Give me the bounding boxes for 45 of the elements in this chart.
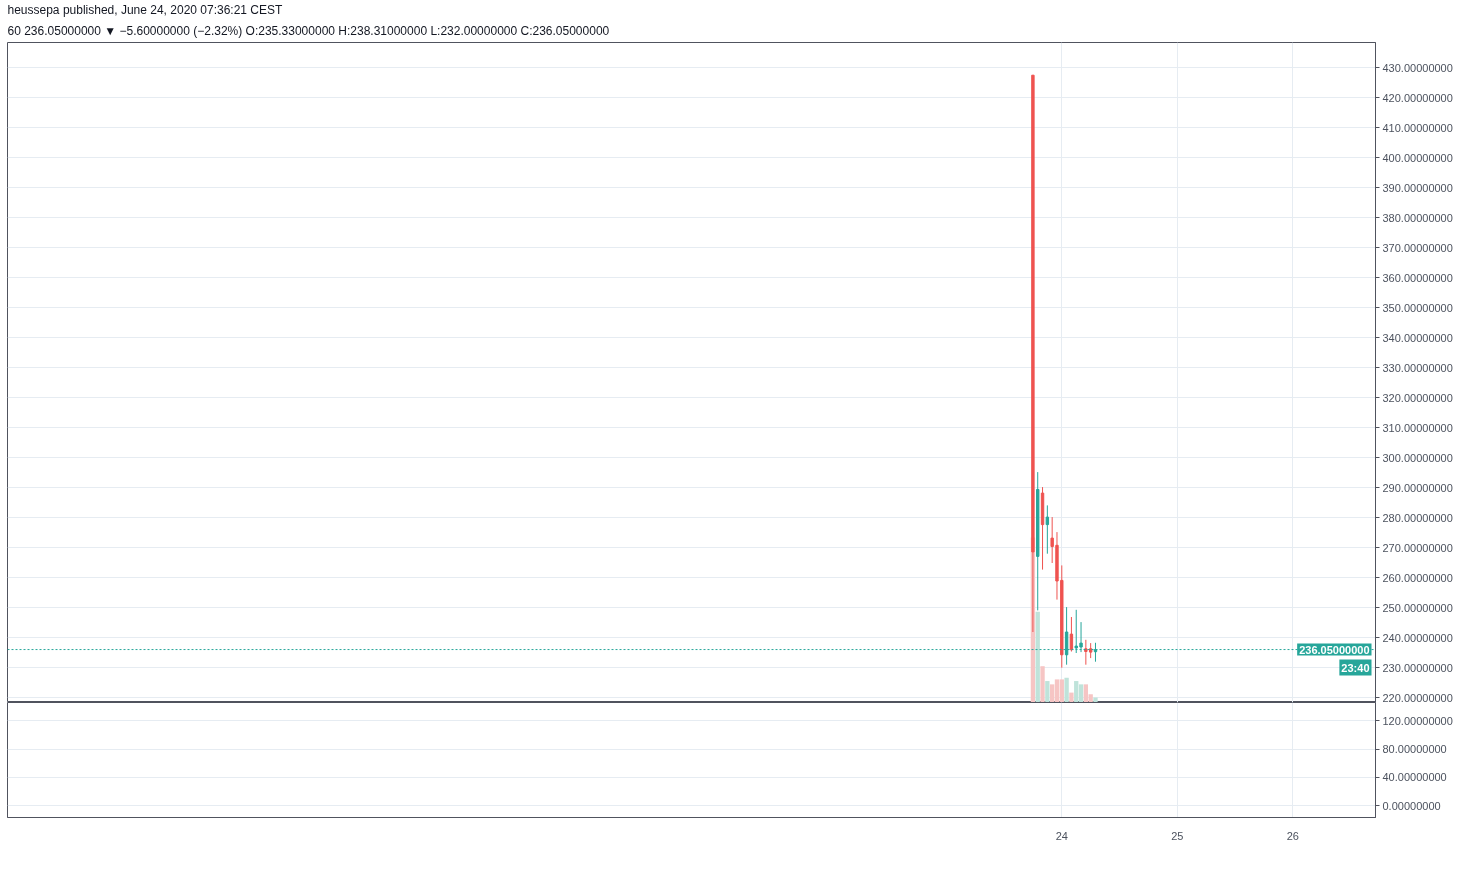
x-tick-label: 26: [1286, 829, 1299, 842]
y-tick-label: 320.00000000: [1382, 391, 1453, 404]
y-tick-label: 80.00000000: [1382, 743, 1447, 756]
bar: [1078, 684, 1084, 702]
y-tick-label: 250.00000000: [1382, 601, 1453, 614]
y-tick-label: 270.00000000: [1382, 541, 1453, 554]
bar: [1059, 679, 1064, 702]
bar: [1074, 681, 1079, 702]
bar: [1054, 679, 1060, 702]
y-tick-label: 40.00000000: [1382, 771, 1447, 784]
y-tick-label: 430.00000000: [1382, 61, 1453, 74]
x-tick-label: 25: [1171, 829, 1184, 842]
bar: [1035, 611, 1040, 702]
ref-line-label: 236.05000000: [1299, 643, 1370, 656]
y-tick-label: 340.00000000: [1382, 331, 1453, 344]
y-tick-label: 410.00000000: [1382, 121, 1453, 134]
chart-title: heussepa published, June 24, 2020 07:36:21 CEST: [7, 2, 284, 17]
chart-subtitle: 60 236.05000000 ▼ −5.60000000 (−2.32%) O:235.33000000 H:238.31000000 L:232.00000000 C:236.05000000: [7, 23, 610, 38]
bar: [1083, 684, 1089, 702]
bar: [1093, 697, 1098, 702]
y-tick-label: 290.00000000: [1382, 481, 1453, 494]
y-tick-label: 300.00000000: [1382, 451, 1453, 464]
y-tick-label: 310.00000000: [1382, 421, 1453, 434]
y-tick-label: 230.00000000: [1382, 661, 1453, 674]
y-tick-label: 260.00000000: [1382, 571, 1453, 584]
y-tick-label: 120.00000000: [1382, 714, 1453, 727]
annotation: 23:40: [1341, 661, 1370, 674]
y-tick-label: 360.00000000: [1382, 271, 1453, 284]
y-tick-label: 400.00000000: [1382, 151, 1453, 164]
bar: [1045, 681, 1050, 702]
y-tick-label: 220.00000000: [1382, 691, 1453, 704]
y-tick-label: 240.00000000: [1382, 631, 1453, 644]
bar: [1064, 677, 1069, 702]
x-tick-label: 24: [1055, 829, 1068, 842]
candlestick: [1045, 504, 1050, 555]
y-tick-label: 280.00000000: [1382, 511, 1453, 524]
y-tick-label: 390.00000000: [1382, 181, 1453, 194]
y-tick-label: 380.00000000: [1382, 211, 1453, 224]
y-tick-label: 330.00000000: [1382, 361, 1453, 374]
y-tick-label: 350.00000000: [1382, 301, 1453, 314]
y-tick-label: 0.00000000: [1382, 799, 1441, 812]
bar: [1069, 692, 1074, 702]
y-tick-label: 370.00000000: [1382, 241, 1453, 254]
bar: [1040, 666, 1045, 702]
y-tick-label: 420.00000000: [1382, 91, 1453, 104]
